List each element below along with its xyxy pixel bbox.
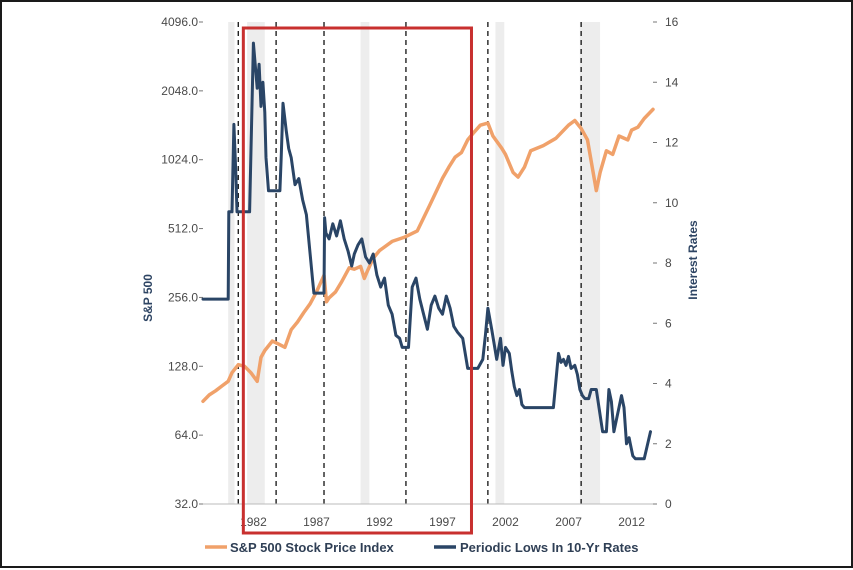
legend-label-1: Periodic Lows In 10-Yr Rates [460,540,638,555]
right-tick-label-4: 8 [665,256,672,270]
x-tick-label-5: 2007 [555,515,582,529]
x-tick-label-0: 1982 [240,515,267,529]
legend: S&P 500 Stock Price Index Periodic Lows I… [205,540,638,555]
series-line-0 [201,107,655,404]
x-tick-label-4: 2002 [492,515,519,529]
recession-band-0 [228,22,235,504]
x-axis: 1982 1987 1992 1997 2002 2007 2012 [203,503,653,529]
x-tick-label-3: 1997 [429,515,456,529]
right-tick-label-1: 2 [665,437,672,451]
y-axis-left-title: S&P 500 [141,274,155,322]
right-axis: 0 2 4 6 8 10 12 14 16 [653,15,679,511]
y-axis-right-title: Interest Rates [686,220,700,300]
highlight-box-layer [241,26,473,535]
right-tick-label-6: 12 [665,136,679,150]
left-tick-label-1: 64.0 [175,428,199,442]
legend-label-0: S&P 500 Stock Price Index [230,540,395,555]
series-layer [201,41,655,461]
recession-band-2 [360,22,370,504]
recession-bands [228,22,601,504]
left-tick-label-6: 2048.0 [161,84,198,98]
recession-band-3 [495,22,505,504]
recession-band-4 [579,22,601,504]
right-tick-label-5: 10 [665,196,679,210]
series-line-1 [201,41,652,461]
right-tick-label-7: 14 [665,75,679,89]
left-tick-label-0: 32.0 [175,497,199,511]
left-tick-label-7: 4096.0 [161,15,198,29]
x-tick-label-2: 1992 [366,515,393,529]
left-axis: 32.0 64.0 128.0 256.0 512.0 1024.0 2048.0 4096.… [161,15,203,511]
highlight-box [241,26,473,535]
right-tick-label-3: 6 [665,316,672,330]
x-tick-label-1: 1987 [303,515,330,529]
right-tick-label-0: 0 [665,497,672,511]
x-tick-label-6: 2012 [618,515,645,529]
left-tick-label-3: 256.0 [168,290,198,304]
right-tick-label-2: 4 [665,377,672,391]
left-tick-label-2: 128.0 [168,359,198,373]
right-tick-label-8: 16 [665,15,679,29]
left-tick-label-4: 512.0 [168,222,198,236]
dashed-markers [237,22,582,504]
left-tick-label-5: 1024.0 [161,153,198,167]
